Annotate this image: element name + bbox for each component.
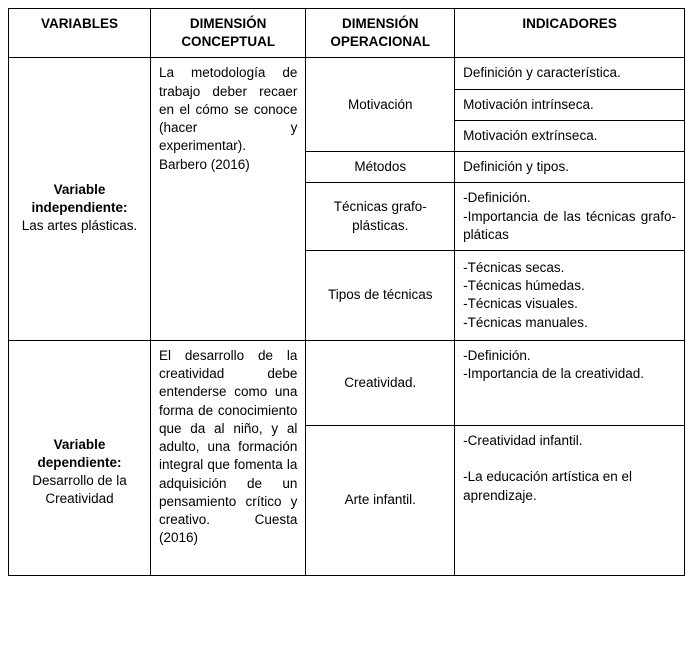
cell-oper-tecnicas: Técnicas grafo-plásticas. (306, 183, 455, 251)
cell-oper-motivacion: Motivación (306, 58, 455, 152)
cell-oper-tipos: Tipos de técnicas (306, 250, 455, 340)
var-dep-text: Desarrollo de la Creatividad (32, 473, 127, 506)
variables-table: VARIABLES DIMENSIÓN CONCEPTUAL DIMENSIÓN… (8, 8, 685, 576)
var-dep-bold: Variable dependiente: (37, 437, 121, 470)
header-variables: VARIABLES (9, 9, 151, 58)
header-conceptual: DIMENSIÓN CONCEPTUAL (150, 9, 305, 58)
header-indicadores: INDICADORES (455, 9, 685, 58)
cell-oper-creatividad: Creatividad. (306, 340, 455, 425)
header-operacional: DIMENSIÓN OPERACIONAL (306, 9, 455, 58)
cell-ind-motiv-intr: Motivación intrínseca. (455, 89, 685, 120)
cell-ind-motiv-def: Definición y característica. (455, 58, 685, 89)
cell-ind-arte: -Creatividad infantil.-La educación artí… (455, 425, 685, 575)
table-row: Variable independiente: Las artes plásti… (9, 58, 685, 89)
cell-variable-independiente: Variable independiente: Las artes plásti… (9, 58, 151, 341)
table-row: Variable dependiente: Desarrollo de la C… (9, 340, 685, 425)
cell-variable-dependiente: Variable dependiente: Desarrollo de la C… (9, 340, 151, 575)
cell-conceptual-2: El desarrollo de la creatividad debe ent… (150, 340, 305, 575)
cell-ind-creatividad: -Definición.-Importancia de la creativid… (455, 340, 685, 425)
var-indep-text: Las artes plásticas. (22, 218, 138, 233)
cell-ind-tecnicas: -Definición.-Importancia de las técnicas… (455, 183, 685, 251)
cell-oper-arte: Arte infantil. (306, 425, 455, 575)
cell-ind-motiv-extr: Motivación extrínseca. (455, 120, 685, 151)
cell-ind-tipos: -Técnicas secas.-Técnicas húmedas.-Técni… (455, 250, 685, 340)
cell-ind-metodos: Definición y tipos. (455, 152, 685, 183)
cell-conceptual-1: La metodología de trabajo deber recaer e… (150, 58, 305, 341)
var-indep-bold: Variable independiente: (31, 182, 127, 215)
cell-oper-metodos: Métodos (306, 152, 455, 183)
table-header-row: VARIABLES DIMENSIÓN CONCEPTUAL DIMENSIÓN… (9, 9, 685, 58)
